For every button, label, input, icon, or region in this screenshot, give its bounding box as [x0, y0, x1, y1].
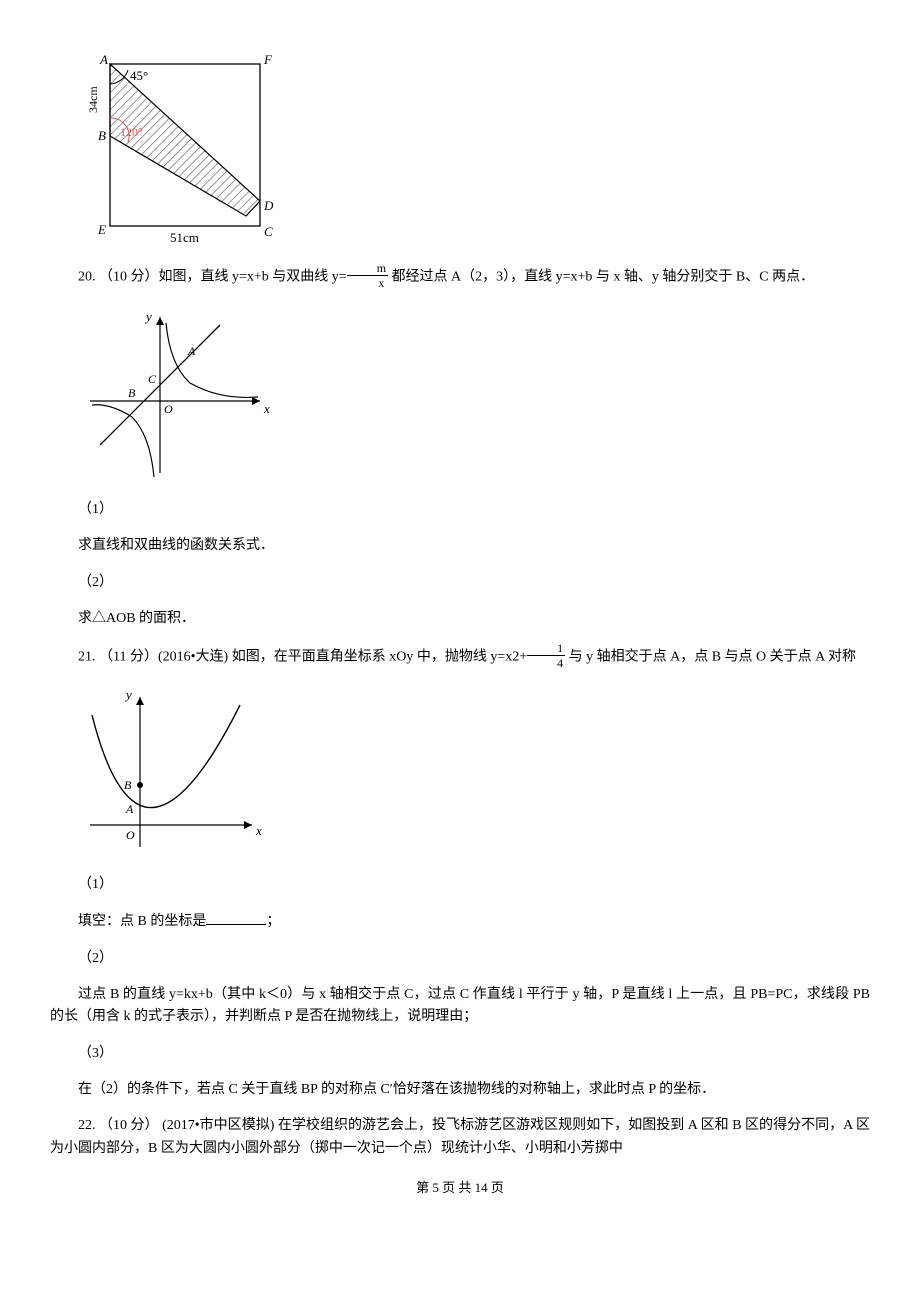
q22-text: 22. （10 分） (2017•市中区模拟) 在学校组织的游艺会上，投飞标游艺…: [50, 1115, 870, 1160]
q20-prefix: 20. （10 分）如图，直线 y=x+b 与双曲线 y=: [78, 270, 347, 285]
q21-sub1-pre: 填空：点 B 的坐标是: [78, 914, 206, 929]
q21-prefix: 21. （11 分）(2016•大连) 如图，在平面直角坐标系 xOy 中，抛物…: [78, 650, 527, 665]
fig1-label-E: E: [97, 222, 106, 237]
q21-sub1-post: ；: [266, 914, 280, 929]
fig1-label-A: A: [99, 52, 108, 67]
q20-O: O: [164, 402, 173, 416]
fig1-angle-45: 45°: [130, 68, 148, 83]
q20-chart-svg: x y O A C B: [80, 305, 280, 480]
q21-O: O: [126, 828, 135, 842]
fig1-label-C: C: [264, 224, 273, 239]
fig1-label-D: D: [263, 198, 274, 213]
q21-frac: 14: [527, 642, 565, 669]
fig1-bottom-len: 51cm: [170, 230, 199, 245]
figure-q21-chart: x y O A B: [80, 685, 870, 863]
q21-chart-svg: x y O A B: [80, 685, 265, 855]
q20-A: A: [187, 344, 196, 358]
figure-geometry-1: A F B E C D 45° 120° 34cm 51cm: [80, 46, 870, 254]
q20-suffix: 都经过点 A（2，3），直线 y=x+b 与 x 轴、y 轴分别交于 B、C 两…: [388, 270, 814, 285]
fig1-label-F: F: [263, 52, 273, 67]
q20-statement: 20. （10 分）如图，直线 y=x+b 与双曲线 y=mx 都经过点 A（2…: [50, 264, 870, 291]
q21-B: B: [124, 778, 132, 792]
q21-sub3-text: 在（2）的条件下，若点 C 关于直线 BP 的对称点 C′恰好落在该抛物线的对称…: [50, 1079, 870, 1101]
q20-sub1-text: 求直线和双曲线的函数关系式．: [50, 535, 870, 557]
q21-sub1-no: （1）: [50, 874, 870, 896]
q20-y: y: [144, 309, 152, 324]
q21-sub2-no: （2）: [50, 948, 870, 970]
q20-sub2-text: 求△AOB 的面积．: [50, 608, 870, 630]
figure-q20-chart: x y O A C B: [80, 305, 870, 488]
q21-A: A: [125, 802, 134, 816]
q21-blank[interactable]: [206, 910, 266, 925]
q20-frac: mx: [347, 262, 388, 289]
q21-sub2-text: 过点 B 的直线 y=kx+b（其中 k＜0）与 x 轴相交于点 C，过点 C …: [50, 984, 870, 1029]
q21-sub1: 填空：点 B 的坐标是 ；: [50, 910, 870, 933]
q21-sub3-no: （3）: [50, 1043, 870, 1065]
figure1-svg: A F B E C D 45° 120° 34cm 51cm: [80, 46, 275, 246]
fig1-label-B: B: [98, 128, 106, 143]
q20-sub1-no: （1）: [50, 499, 870, 521]
q21-x: x: [255, 823, 262, 838]
q21-suffix: 与 y 轴相交于点 A，点 B 与点 O 关于点 A 对称: [565, 650, 856, 665]
page-footer: 第 5 页 共 14 页: [50, 1178, 870, 1199]
q20-x: x: [263, 401, 270, 416]
q20-B: B: [128, 386, 136, 400]
fig1-angle-120: 120°: [120, 125, 143, 139]
q20-C: C: [148, 372, 157, 386]
fig1-left-len: 34cm: [86, 86, 100, 113]
q20-sub2-no: （2）: [50, 572, 870, 594]
q21-statement: 21. （11 分）(2016•大连) 如图，在平面直角坐标系 xOy 中，抛物…: [50, 644, 870, 671]
q21-y: y: [124, 687, 132, 702]
